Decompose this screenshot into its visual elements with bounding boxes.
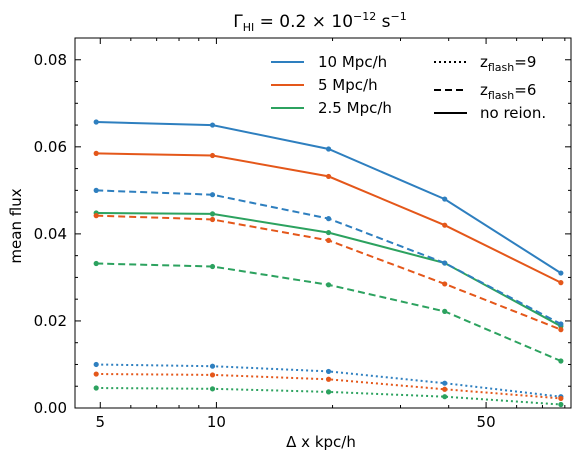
data-point	[209, 211, 216, 217]
data-point	[325, 216, 332, 222]
data-point	[209, 372, 216, 378]
series-line-solid-0	[96, 121, 562, 274]
legend-entry-resolution-1: 10 Mpc/h	[271, 53, 387, 71]
x-axis-label: Δ x kpc/h	[286, 433, 356, 451]
data-point	[93, 150, 99, 156]
data-point	[325, 368, 332, 375]
data-point	[325, 389, 332, 395]
data-point	[558, 395, 564, 402]
legend-label-10mpc: 10 Mpc/h	[318, 53, 387, 71]
legend-entry-resolution-3: 2.5 Mpc/h	[271, 99, 392, 117]
legend-entry-resolution-2: 5 Mpc/h	[271, 76, 378, 94]
y-tick-label: 0.00	[34, 399, 67, 417]
data-point	[325, 282, 332, 288]
data-point	[558, 270, 564, 276]
data-point	[93, 260, 99, 267]
data-point	[209, 152, 216, 159]
plot-frame	[74, 37, 572, 409]
data-point	[558, 280, 564, 286]
chart-title: ΓHI = 0.2 × 10−12 s−1	[233, 10, 406, 34]
x-tick-label: 50	[477, 413, 496, 431]
series-layer	[93, 119, 564, 408]
data-point	[209, 216, 216, 223]
data-point	[93, 361, 99, 368]
legend-entry-zflash-9: zflash=9	[434, 53, 536, 74]
series-line-dashed-5	[96, 262, 562, 362]
data-point	[558, 401, 564, 408]
data-point	[325, 229, 332, 236]
legend-label-2-5mpc: 2.5 Mpc/h	[318, 99, 392, 117]
axes-layer: 0.00 0.02 0.04 0.06 0.08 5 10 50	[34, 37, 572, 431]
legend-entry-no-reion: no reion.	[434, 104, 546, 122]
data-point	[209, 386, 216, 392]
y-tick-label: 0.06	[34, 138, 67, 156]
data-point	[325, 237, 332, 244]
data-point	[442, 222, 448, 228]
data-point	[93, 187, 99, 193]
data-point	[209, 122, 216, 128]
legend-label-zflash-6: zflash=6	[480, 81, 536, 102]
y-tick-label: 0.02	[34, 312, 67, 330]
x-tick-label: 10	[207, 413, 226, 431]
data-point	[93, 213, 99, 219]
data-point	[442, 386, 448, 392]
series-line-dashed-3	[96, 189, 562, 325]
data-point	[93, 371, 99, 377]
x-tick-label: 5	[95, 413, 105, 431]
data-point	[209, 263, 216, 270]
data-point	[442, 394, 448, 400]
data-point	[93, 119, 99, 125]
data-point	[558, 358, 564, 364]
legend-label-5mpc: 5 Mpc/h	[318, 76, 378, 94]
data-point	[442, 380, 448, 386]
legend-label-no-reion: no reion.	[480, 104, 546, 122]
data-point	[442, 308, 448, 314]
data-point	[93, 385, 99, 391]
data-point	[209, 363, 216, 369]
y-tick-label: 0.04	[34, 225, 67, 243]
data-point	[558, 321, 564, 327]
data-point	[209, 192, 216, 198]
data-point	[325, 146, 332, 152]
y-tick-label: 0.08	[34, 51, 67, 69]
data-point	[558, 327, 564, 333]
legend-label-zflash-9: zflash=9	[480, 53, 536, 74]
data-point	[442, 260, 448, 266]
y-axis-label: mean flux	[7, 188, 25, 263]
data-point	[325, 376, 332, 382]
data-point	[442, 281, 448, 287]
data-point	[325, 173, 332, 180]
legend-entry-zflash-6: zflash=6	[434, 81, 536, 102]
data-point	[442, 196, 448, 202]
legend: 10 Mpc/h 5 Mpc/h 2.5 Mpc/h zflash=9 zfla…	[271, 53, 546, 122]
